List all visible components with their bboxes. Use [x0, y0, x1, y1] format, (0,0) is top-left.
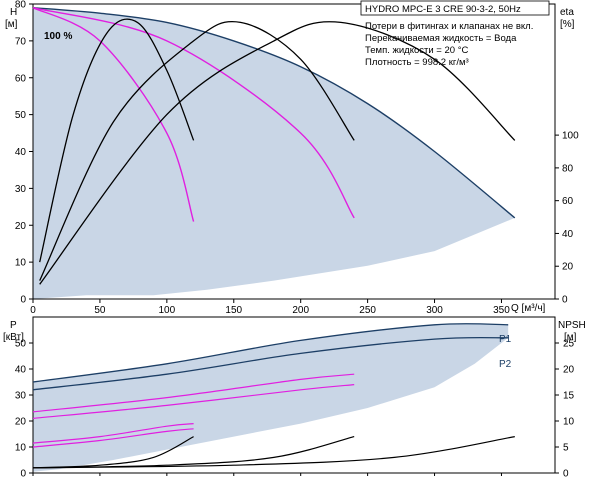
bottom-right-axis-label-1: NPSH [558, 320, 586, 331]
x-tick-label: 100 [159, 305, 176, 316]
top-right-axis-label-2: [%] [560, 19, 575, 30]
eta-tick-label: 60 [562, 196, 574, 207]
info-box [360, 0, 550, 16]
power-operating-area [33, 323, 509, 472]
npsh-tick-label: 20 [563, 365, 575, 376]
curve-eta-2-pumps [39, 21, 355, 281]
top-panel: 0 50 100 150 200 250 300 350 01020304050607080 … [5, 0, 579, 316]
top-left-axis-label-2: [м] [5, 19, 18, 30]
x-axis-label: Q [м³/ч] [511, 303, 546, 314]
y-tick-label: 40 [15, 147, 27, 158]
curve-eta-3-pumps [39, 21, 516, 285]
x-tick-label: 50 [94, 305, 106, 316]
info-line-2: Перекачиваемая жидкость = Вода [365, 33, 517, 44]
y-tick-label: 30 [15, 184, 27, 195]
eta-tick-label: 40 [562, 229, 574, 240]
p-tick-label: 0 [20, 469, 26, 480]
series-label-p2: P2 [499, 359, 512, 370]
y-tick-label: 50 [15, 110, 27, 121]
x-tick-label: 350 [493, 305, 510, 316]
bottom-left-axis-label-1: P [10, 320, 17, 331]
npsh-tick-label: 0 [563, 469, 569, 480]
p-tick-label: 10 [15, 443, 27, 454]
y-tick-label: 10 [15, 258, 27, 269]
chart-title: HYDRO MPC-E 3 CRE 90-3-2, 50Hz [365, 4, 521, 15]
curve-P1-envelope [32, 322, 509, 383]
info-line-3: Темп. жидкости = 20 °C [365, 45, 468, 56]
curve-P1-1-pump [32, 423, 194, 444]
y-tick-label: 70 [15, 36, 27, 47]
bottom-right-axis-label-2: [м] [564, 332, 577, 343]
x-tick-label: 150 [225, 305, 242, 316]
curve-P1-2-pumps [32, 373, 355, 413]
x-tick-label: 0 [30, 305, 36, 316]
x-tick-label: 200 [292, 305, 309, 316]
y-tick-label: 0 [20, 295, 26, 306]
curve-head-envelope [32, 7, 516, 219]
series-label-p1: P1 [499, 334, 512, 345]
y-tick-label: 60 [15, 73, 27, 84]
top-right-axis-label-1: eta [560, 7, 574, 18]
p-tick-label: 30 [15, 391, 27, 402]
npsh-tick-label: 15 [563, 391, 575, 402]
y-tick-label: 20 [15, 221, 27, 232]
eta-tick-label: 20 [562, 262, 574, 273]
npsh-tick-label: 25 [563, 339, 575, 350]
eta-tick-label: 80 [562, 163, 574, 174]
curve-NPSH-3-pumps [32, 436, 515, 469]
npsh-tick-label: 10 [563, 417, 575, 428]
bottom-left-axis-label-2: [кВт] [3, 332, 24, 343]
x-tick-label: 250 [359, 305, 376, 316]
info-line-4: Плотность = 998.2 кг/м³ [365, 57, 469, 68]
p-tick-label: 40 [15, 365, 27, 376]
info-line-1: Потери в фитингах и клапанах не вкл. [365, 21, 533, 32]
x-tick-label: 300 [426, 305, 443, 316]
percent-annotation: 100 % [44, 31, 72, 42]
y-tick-label: 80 [15, 0, 27, 11]
npsh-tick-label: 5 [563, 443, 569, 454]
curve-P2-1-pump [32, 428, 194, 448]
curve-P2-envelope [32, 336, 509, 391]
eta-tick-label: 100 [562, 131, 579, 142]
curve-eta-1-pump [39, 18, 195, 263]
top-left-axis-label-1: H [10, 7, 17, 18]
head-operating-area [33, 7, 515, 299]
eta-tick-label: 0 [562, 295, 568, 306]
p-tick-label: 50 [15, 339, 27, 350]
p-tick-label: 20 [15, 417, 27, 428]
curve-head-2-pumps [32, 7, 355, 219]
curve-P2-2-pumps [32, 384, 355, 419]
